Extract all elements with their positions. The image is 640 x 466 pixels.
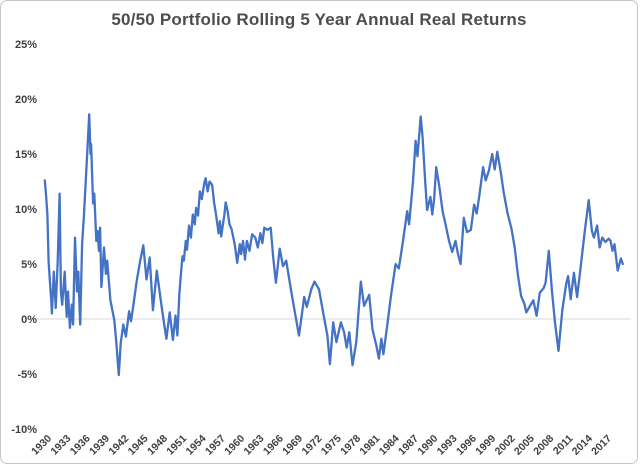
x-axis-tick-label: 1942: [106, 433, 131, 458]
y-axis-tick-label: 5%: [21, 259, 37, 271]
x-axis-tick-label: 1984: [377, 433, 402, 458]
x-axis-tick-label: 1945: [126, 433, 151, 458]
x-axis-tick-label: 2011: [551, 433, 576, 458]
x-axis-tick-label: 1975: [319, 433, 344, 458]
x-axis-tick-label: 1981: [357, 433, 382, 458]
x-axis-tick-label: 2005: [512, 433, 537, 458]
y-axis-tick-label: 20%: [15, 94, 37, 106]
x-axis-tick-label: 1990: [415, 433, 440, 458]
y-axis-tick-label: 15%: [15, 149, 37, 161]
x-axis-tick-label: 1939: [87, 433, 112, 458]
y-axis-tick-label: 10%: [15, 204, 37, 216]
x-axis-tick-label: 1972: [299, 433, 324, 458]
x-axis-tick-label: 1957: [203, 433, 228, 458]
x-axis-tick-label: 1978: [338, 433, 363, 458]
y-axis-tick-label: -5%: [17, 369, 37, 381]
x-axis-tick-label: 1951: [164, 433, 189, 458]
y-axis-tick-label: -10%: [11, 424, 37, 436]
x-axis-tick-label: 1999: [473, 433, 498, 458]
x-axis-tick-label: 1933: [48, 433, 73, 458]
x-axis-tick-label: 1936: [68, 433, 93, 458]
x-axis-tick-label: 1960: [222, 433, 247, 458]
x-axis-tick-label: 2002: [493, 433, 518, 458]
x-axis-tick-label: 1954: [184, 433, 209, 458]
x-axis-tick-label: 1966: [261, 433, 286, 458]
y-axis-tick-label: 0%: [21, 314, 37, 326]
y-axis-tick-label: 25%: [15, 39, 37, 51]
x-axis-tick-label: 2008: [531, 433, 556, 458]
returns-line: [43, 113, 624, 377]
x-axis-tick-label: 1996: [454, 433, 479, 458]
chart-title: 50/50 Portfolio Rolling 5 Year Annual Re…: [111, 10, 527, 29]
x-axis-tick-label: 1993: [435, 433, 460, 458]
x-axis-tick-label: 1963: [242, 433, 267, 458]
x-axis-tick-label: 1969: [280, 433, 305, 458]
x-axis-tick-label: 1930: [29, 433, 54, 458]
x-axis-tick-label: 1987: [396, 433, 421, 458]
x-axis-tick-label: 2014: [570, 433, 595, 458]
x-axis-tick-label: 2017: [589, 433, 614, 458]
x-axis-tick-label: 1948: [145, 433, 170, 458]
